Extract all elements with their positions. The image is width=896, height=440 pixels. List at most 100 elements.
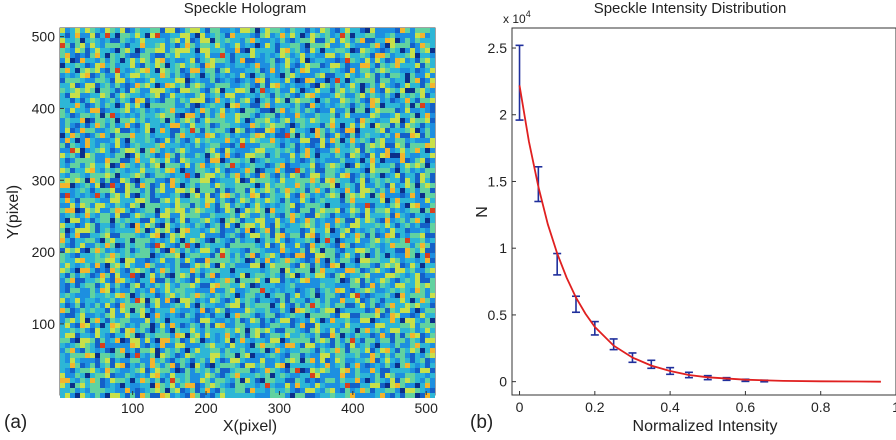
hologram-cell [185,98,190,103]
hologram-cell [130,333,135,338]
hologram-cell [150,253,155,258]
hologram-cell [95,38,100,43]
hologram-cell [385,198,390,203]
hologram-cell [95,298,100,303]
hologram-cell [370,233,375,238]
hologram-cell [120,63,125,68]
hologram-cell [150,183,155,188]
hologram-cell [430,353,435,358]
hologram-cell [315,208,320,213]
hologram-cell [405,238,410,243]
hologram-cell [420,303,425,308]
hologram-cell [195,63,200,68]
hologram-cell [175,288,180,293]
hologram-cell [165,218,170,223]
hologram-cell [245,73,250,78]
hologram-cell [65,148,70,153]
hologram-cell [80,323,85,328]
hologram-cell [85,68,90,73]
hologram-cell [225,263,230,268]
hologram-cell [150,278,155,283]
hologram-cell [240,208,245,213]
hologram-cell [325,268,330,273]
hologram-cell [335,68,340,73]
hologram-cell [350,338,355,343]
hologram-cell [140,138,145,143]
hologram-cell [395,308,400,313]
hologram-cell [385,73,390,78]
hologram-cell [425,323,430,328]
hologram-cell [420,203,425,208]
hologram-cell [245,298,250,303]
hologram-cell [300,53,305,58]
hologram-cell [155,78,160,83]
hologram-cell [135,258,140,263]
hologram-cell [60,213,65,218]
hologram-cell [295,323,300,328]
hologram-cell [170,143,175,148]
hologram-cell [345,303,350,308]
hologram-cell [345,333,350,338]
hologram-cell [270,138,275,143]
hologram-cell [155,303,160,308]
hologram-cell [160,318,165,323]
hologram-cell [375,233,380,238]
hologram-cell [375,308,380,313]
hologram-cell [120,83,125,88]
hologram-cell [215,273,220,278]
hologram-cell [205,248,210,253]
hologram-cell [225,313,230,318]
hologram-cell [340,48,345,53]
hologram-cell [330,118,335,123]
hologram-cell [195,208,200,213]
hologram-cell [280,118,285,123]
hologram-cell [300,308,305,313]
hologram-cell [410,123,415,128]
hologram-cell [290,48,295,53]
hologram-cell [165,98,170,103]
hologram-cell [425,193,430,198]
hologram-cell [250,208,255,213]
hologram-cell [230,168,235,173]
hologram-cell [320,263,325,268]
hologram-cell [365,353,370,358]
hologram-cell [190,313,195,318]
hologram-cell [155,253,160,258]
hologram-cell [420,348,425,353]
hologram-cell [385,48,390,53]
hologram-cell [380,123,385,128]
hologram-cell [410,188,415,193]
hologram-cell [255,73,260,78]
hologram-cell [200,118,205,123]
hologram-cell [375,113,380,118]
hologram-cell [200,298,205,303]
hologram-cell [195,228,200,233]
hologram-cell [115,123,120,128]
hologram-cell [235,43,240,48]
hologram-cell [295,333,300,338]
hologram-cell [390,78,395,83]
hologram-cell [160,63,165,68]
hologram-cell [290,248,295,253]
hologram-cell [285,193,290,198]
hologram-cell [355,63,360,68]
hologram-cell [180,243,185,248]
hologram-cell [145,38,150,43]
hologram-cell [365,28,370,33]
hologram-cell [150,288,155,293]
hologram-cell [65,88,70,93]
hologram-cell [115,128,120,133]
hologram-cell [285,138,290,143]
hologram-cell [285,248,290,253]
hologram-cell [430,348,435,353]
hologram-cell [355,88,360,93]
hologram-cell [385,263,390,268]
hologram-cell [265,348,270,353]
hologram-cell [385,188,390,193]
hologram-cell [110,318,115,323]
hologram-cell [275,28,280,33]
hologram-cell [105,198,110,203]
hologram-cell [395,238,400,243]
hologram-cell [400,248,405,253]
hologram-cell [300,203,305,208]
